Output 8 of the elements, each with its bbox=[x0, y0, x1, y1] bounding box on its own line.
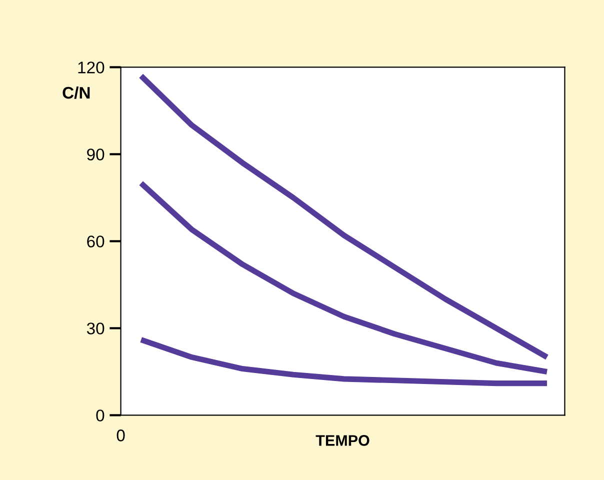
y-tick-label: 0 bbox=[96, 410, 104, 422]
y-tick-label: 90 bbox=[87, 148, 104, 160]
y-tick-label: 120 bbox=[78, 62, 104, 74]
y-tick-label: 30 bbox=[86, 322, 104, 334]
y-tick-label: 60 bbox=[87, 236, 104, 248]
y-axis-title: C/N bbox=[62, 86, 90, 99]
text: 0 bbox=[116, 430, 125, 442]
x-axis-title: TEMPO bbox=[316, 435, 370, 446]
